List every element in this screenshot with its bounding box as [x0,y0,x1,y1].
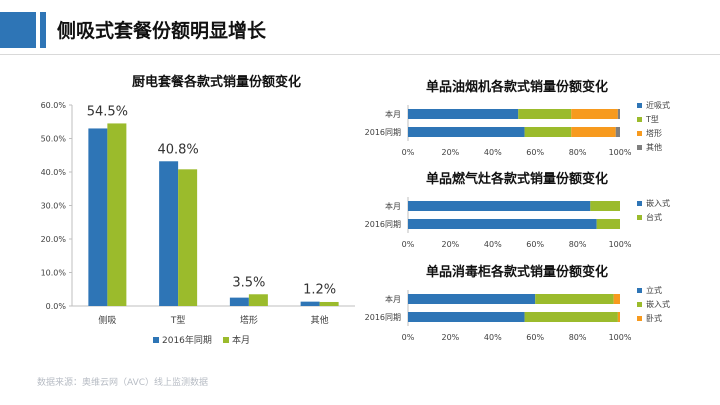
chart-1-bar [319,301,339,306]
chart-1-x-tick-label: T型 [170,315,186,326]
chart-2-legend-label: 塔形 [646,128,662,138]
chart-2-legend-swatch [637,145,642,150]
chart-3-x-tick-label: 20% [442,240,460,249]
chart-1-legend-swatch [223,337,229,343]
chart-4-bar-segment [524,312,618,322]
chart-3-title: 单品燃气灶各款式销量份额变化 [426,171,608,187]
chart-3-x-tick-label: 60% [526,240,544,249]
chart-2-category-label: 2016同期 [365,128,401,137]
chart-2-bar-segment [617,109,620,119]
chart-3-x-tick-label: 0% [402,240,415,249]
chart-3-x-tick-label: 80% [569,240,587,249]
chart-4-x-tick-label: 40% [484,333,502,342]
chart-1-x-tick-label: 塔形 [240,314,258,326]
chart-2-x-tick-label: 0% [402,148,415,157]
chart-2-title: 单品油烟机各款式销量份额变化 [426,79,608,95]
chart-4-title: 单品消毒柜各款式销量份额变化 [426,264,608,280]
chart-2-x-tick-label: 40% [484,148,502,157]
title-accent-line [40,12,46,48]
chart-2-x-tick-label: 80% [569,148,587,157]
chart-1-x-tick-label: 侧吸 [98,314,116,326]
chart-2-bar-segment [408,127,525,137]
chart-2-bar-segment [524,127,572,137]
chart-1-bar [88,128,108,306]
chart-1-y-tick-label: 50.0% [41,135,67,144]
chart-3-bar-segment [596,219,620,229]
chart-4-x-tick-label: 20% [442,333,460,342]
chart-1-bar [178,169,198,306]
chart-4-x-tick-label: 100% [609,333,632,342]
chart-1-y-tick-label: 60.0% [41,101,67,110]
chart-1-legend-label: 2016年同期 [162,334,212,346]
header-divider [0,54,720,55]
chart-4-x-tick-label: 60% [526,333,544,342]
chart-3-x-tick-label: 40% [484,240,502,249]
chart-1-title: 厨电套餐各款式销量份额变化 [132,74,301,90]
chart-1-bar [229,297,249,306]
chart-3-legend-label: 台式 [646,212,662,222]
chart-3-bar-segment [408,219,597,229]
chart-3-category-label: 2016同期 [365,220,401,229]
chart-4-x-tick-label: 0% [402,333,415,342]
chart-2-legend-label: T型 [645,115,659,124]
chart-1-bar [300,301,320,306]
chart-4-category-label: 本月 [385,294,401,304]
chart-3-bar-segment [408,201,591,211]
chart-4-legend-swatch [637,302,642,307]
chart-2-x-tick-label: 100% [609,148,632,157]
chart-1-legend-label: 本月 [232,334,250,346]
chart-4-legend-swatch [637,288,642,293]
chart-1-y-tick-label: 30.0% [41,202,67,211]
chart-4-bar-segment [408,312,525,322]
chart-2-bar-segment [615,127,620,137]
chart-2-bar-segment [518,109,572,119]
chart-1-x-tick-label: 其他 [311,314,329,326]
chart-2-bar-segment [571,127,616,137]
chart-2-legend-swatch [637,103,642,108]
chart-4-bar-segment [408,294,536,304]
chart-4-legend-label: 卧式 [646,313,662,323]
chart-2-category-label: 本月 [385,109,401,119]
chart-1-data-label: 1.2% [303,283,336,298]
title-accent-block [0,12,36,48]
chart-4-x-tick-label: 80% [569,333,587,342]
chart-2-bar-segment [408,109,519,119]
chart-1-data-label: 3.5% [232,275,265,290]
chart-3-bar-segment [590,201,620,211]
chart-1-data-label: 54.5% [87,104,128,119]
chart-1-bar [159,161,179,306]
chart-1-y-tick-label: 10.0% [41,269,67,278]
chart-4-legend-label: 立式 [646,285,662,295]
chart-4-legend-swatch [637,316,642,321]
chart-2-x-tick-label: 60% [526,148,544,157]
chart-3-x-tick-label: 100% [609,240,632,249]
chart-3-legend-swatch [637,201,642,206]
chart-1-bar [248,294,268,306]
chart-4-bar-segment [535,294,614,304]
chart-4-legend-label: 嵌入式 [646,299,670,309]
chart-1-y-tick-label: 20.0% [41,235,67,244]
chart-4-bar-segment [617,312,620,322]
chart-2-x-tick-label: 20% [442,148,460,157]
chart-3-legend-label: 嵌入式 [646,198,670,208]
chart-1-y-tick-label: 0.0% [46,302,67,311]
chart-2-legend-label: 其他 [646,142,662,152]
chart-1-legend-swatch [153,337,159,343]
chart-3-category-label: 本月 [385,201,401,211]
chart-1-y-tick-label: 40.0% [41,168,67,177]
chart-2-legend-swatch [637,117,642,122]
chart-2-legend-label: 近吸式 [646,100,670,110]
chart-1-bar [107,123,127,306]
chart-3-legend-swatch [637,215,642,220]
chart-2-legend-swatch [637,131,642,136]
chart-4-category-label: 2016同期 [365,313,401,322]
page-title: 侧吸式套餐份额明显增长 [57,20,267,42]
chart-1-data-label: 40.8% [157,142,198,157]
chart-2-bar-segment [571,109,618,119]
chart-4-bar-segment [613,294,620,304]
data-source-note: 数据来源：奥维云网（AVC）线上监测数据 [37,378,209,388]
